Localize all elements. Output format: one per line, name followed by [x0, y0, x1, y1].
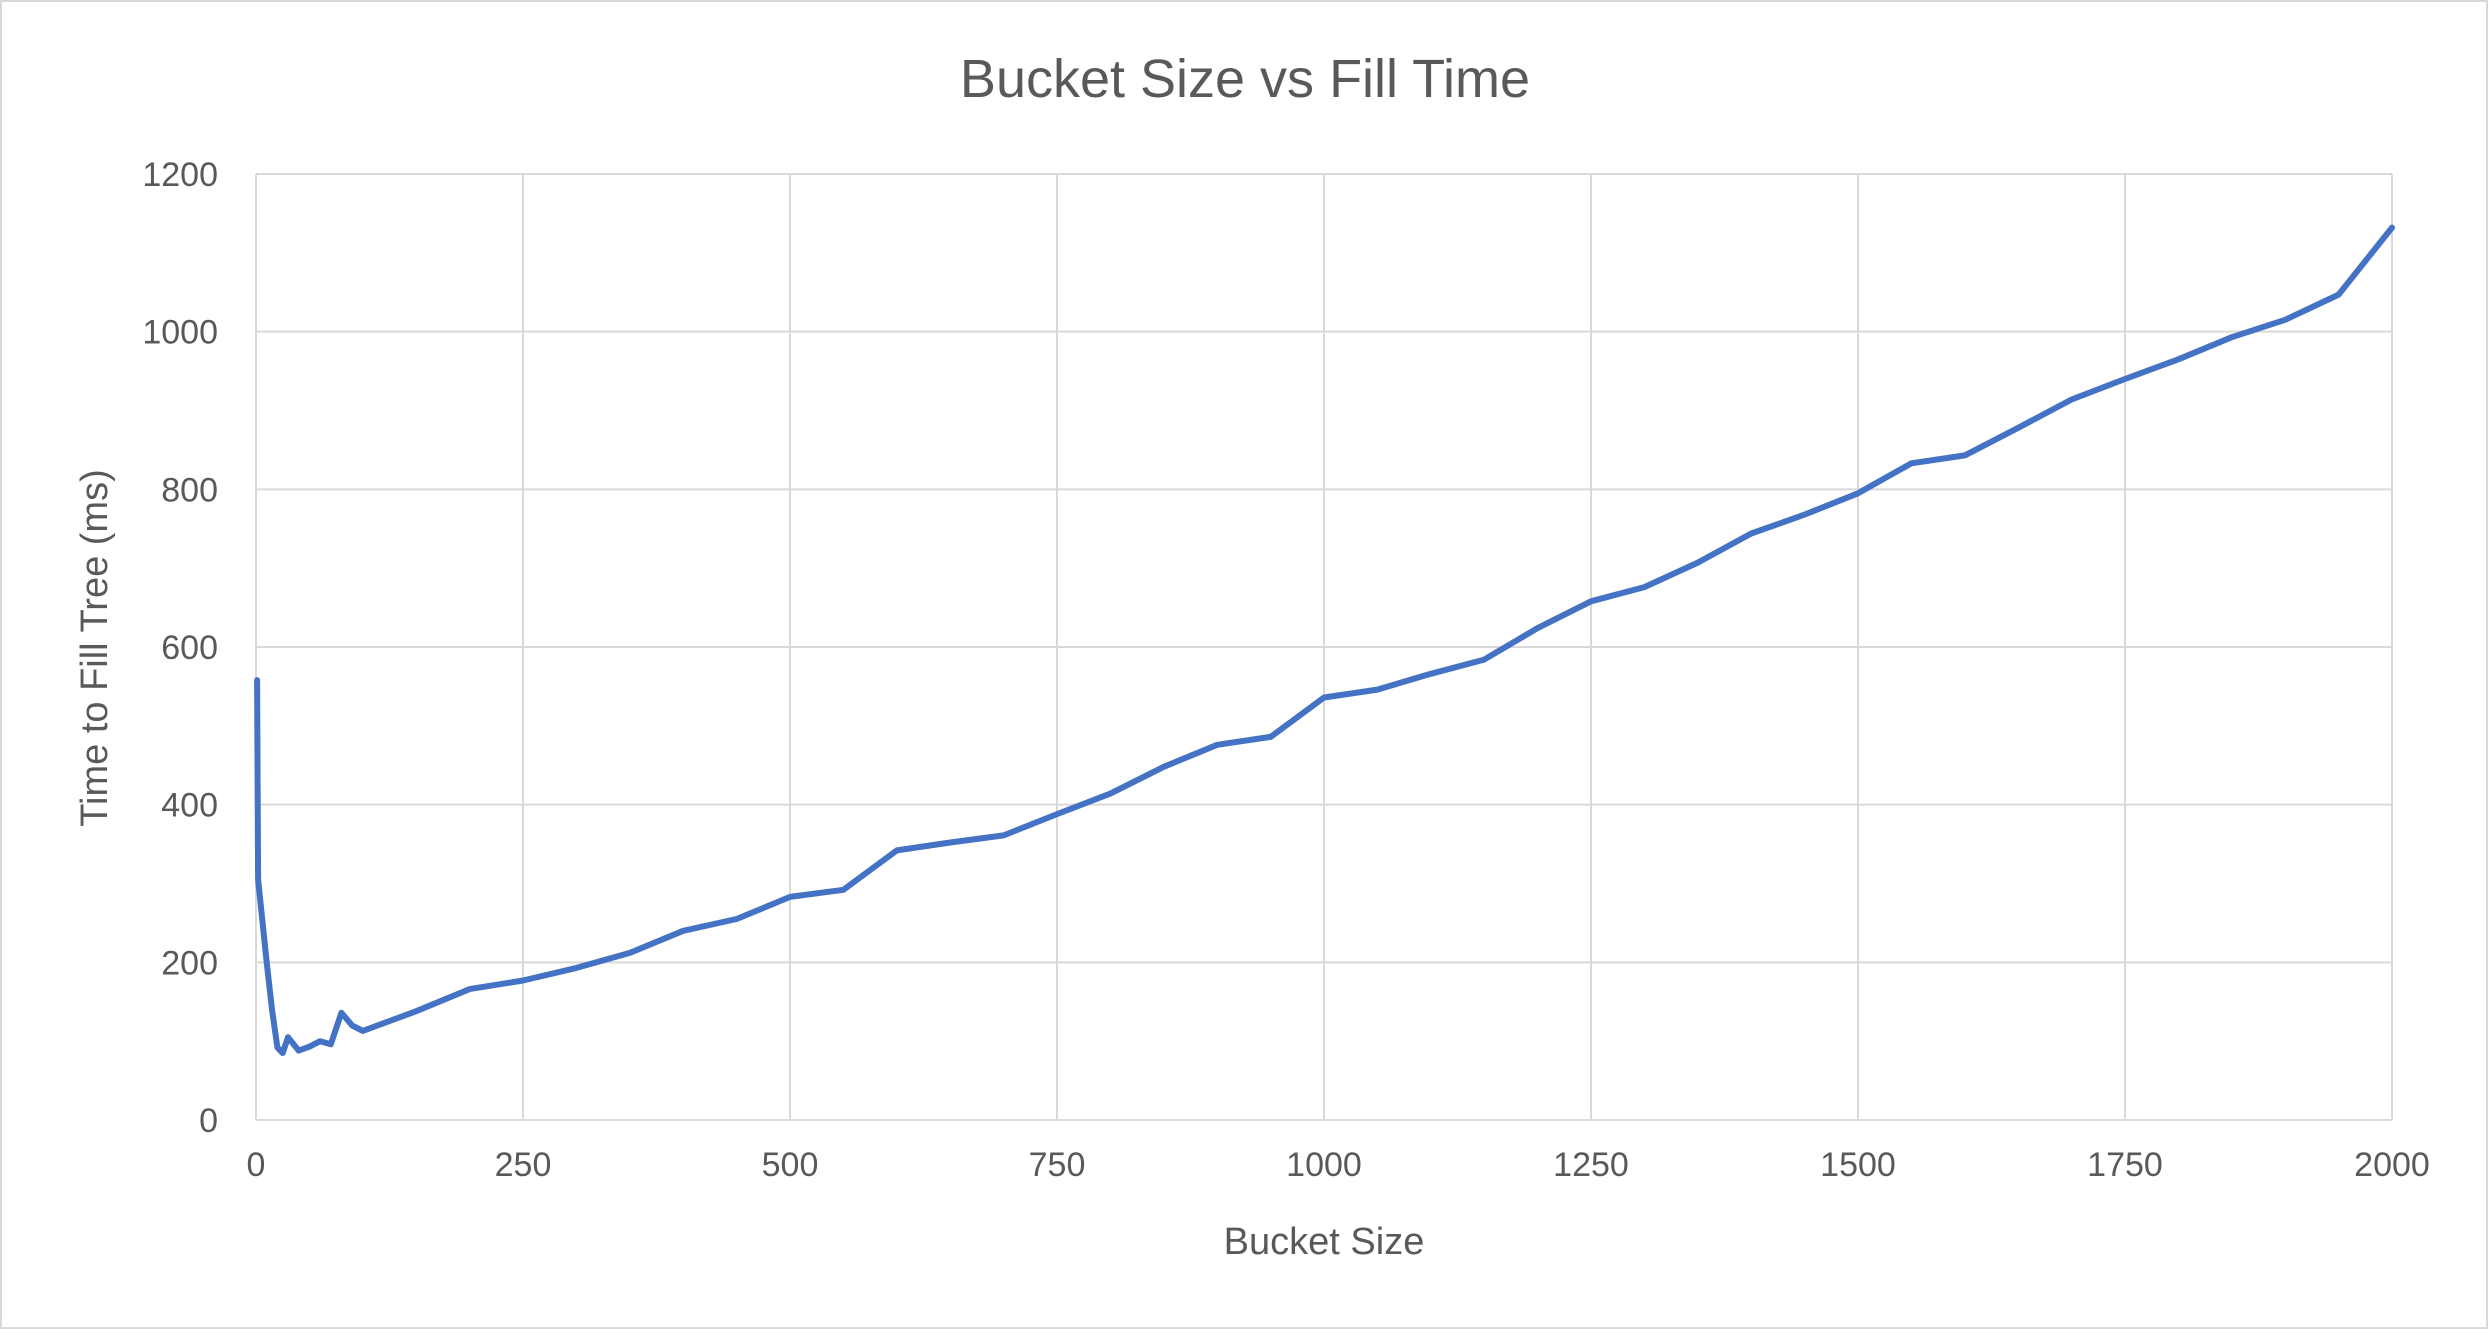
- x-tick-label: 1000: [1286, 1146, 1362, 1184]
- y-axis-label: Time to Fill Tree (ms): [74, 469, 116, 827]
- x-tick-label: 2000: [2354, 1146, 2430, 1184]
- x-tick-label: 0: [247, 1146, 266, 1184]
- tick-labels: 0 200 400 600 800 1000 1200 0 250 500 750 1000 1250 1…: [142, 156, 2429, 1184]
- y-tick-label: 1000: [142, 314, 218, 352]
- x-tick-label: 1250: [1553, 1146, 1629, 1184]
- y-tick-label: 600: [161, 629, 218, 667]
- x-tick-label: 1750: [2087, 1146, 2163, 1184]
- x-axis-label: Bucket Size: [1224, 1221, 1425, 1263]
- y-tick-label: 200: [161, 944, 218, 982]
- chart-title: Bucket Size vs Fill Time: [960, 49, 1530, 109]
- x-tick-label: 500: [762, 1146, 819, 1184]
- series-line: [254, 224, 2395, 1056]
- y-tick-label: 800: [161, 471, 218, 509]
- x-tick-label: 1500: [1820, 1146, 1896, 1184]
- y-tick-label: 1200: [142, 156, 218, 194]
- y-tick-label: 400: [161, 787, 218, 825]
- series-layer: [254, 224, 2395, 1056]
- y-tick-label: 0: [199, 1102, 218, 1140]
- gridlines: [255, 173, 2393, 1121]
- x-tick-label: 250: [495, 1146, 552, 1184]
- x-tick-label: 750: [1029, 1146, 1086, 1184]
